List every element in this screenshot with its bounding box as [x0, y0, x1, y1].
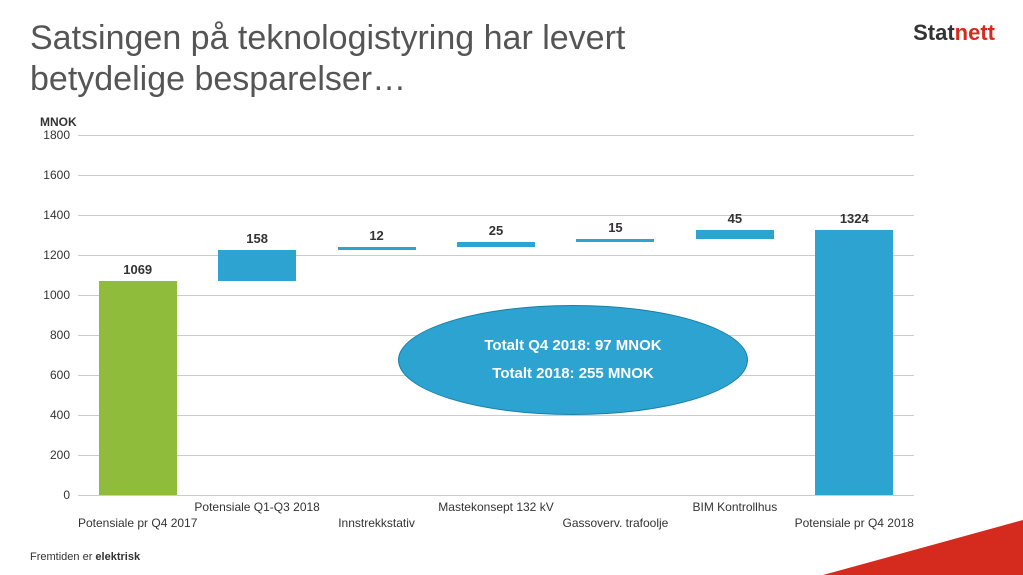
chart-bar: 1324 [815, 230, 893, 495]
x-tick-label: Potensiale pr Q4 2017 [58, 516, 218, 530]
x-tick-label: BIM Kontrollhus [655, 500, 815, 514]
grid-line [78, 215, 914, 216]
bar-value-label: 158 [218, 231, 296, 246]
bar-value-label: 1324 [815, 211, 893, 226]
grid-line [78, 455, 914, 456]
footer-pre: Fremtiden er [30, 551, 95, 563]
y-tick-label: 1000 [30, 288, 70, 302]
chart-area: 0200400600800100012001400160018001069Pot… [30, 135, 960, 535]
bar-value-label: 25 [457, 223, 535, 238]
x-tick-label: Potensiale Q1-Q3 2018 [177, 500, 337, 514]
callout-ellipse: Totalt Q4 2018: 97 MNOKTotalt 2018: 255 … [398, 305, 748, 415]
y-tick-label: 1800 [30, 128, 70, 142]
y-tick-label: 200 [30, 448, 70, 462]
chart-bar: 45 [696, 230, 774, 239]
bar-value-label: 1069 [99, 262, 177, 277]
y-tick-label: 1400 [30, 208, 70, 222]
chart-bar: 12 [338, 247, 416, 250]
grid-line [78, 255, 914, 256]
bar-value-label: 15 [576, 220, 654, 235]
grid-line [78, 295, 914, 296]
decorative-triangle [823, 520, 1023, 575]
callout-line: Totalt Q4 2018: 97 MNOK [484, 332, 661, 361]
grid-line [78, 175, 914, 176]
brand-logo: Statnett [913, 20, 995, 46]
plot-surface: 0200400600800100012001400160018001069Pot… [78, 135, 914, 495]
y-tick-label: 1200 [30, 248, 70, 262]
chart-bar: 1069 [99, 281, 177, 495]
grid-line [78, 495, 914, 496]
slide-title: Satsingen på teknologistyring har levert… [30, 18, 730, 100]
y-tick-label: 400 [30, 408, 70, 422]
footer-tagline: Fremtiden er elektrisk [30, 551, 140, 563]
bar-value-label: 45 [696, 211, 774, 226]
bar-value-label: 12 [338, 228, 416, 243]
y-tick-label: 1600 [30, 168, 70, 182]
chart-bar: 15 [576, 239, 654, 242]
y-tick-label: 800 [30, 328, 70, 342]
footer-bold: elektrisk [95, 551, 140, 563]
y-tick-label: 0 [30, 488, 70, 502]
x-tick-label: Gassoverv. trafoolje [535, 516, 695, 530]
x-tick-label: Innstrekkstativ [297, 516, 457, 530]
logo-part2: nett [955, 20, 995, 45]
chart-bar: 25 [457, 242, 535, 247]
y-axis-unit: MNOK [40, 115, 77, 129]
grid-line [78, 135, 914, 136]
y-tick-label: 600 [30, 368, 70, 382]
grid-line [78, 415, 914, 416]
slide: Satsingen på teknologistyring har levert… [0, 0, 1023, 575]
callout-line: Totalt 2018: 255 MNOK [492, 360, 653, 389]
chart-bar: 158 [218, 250, 296, 282]
logo-part1: Stat [913, 20, 955, 45]
x-tick-label: Mastekonsept 132 kV [416, 500, 576, 514]
